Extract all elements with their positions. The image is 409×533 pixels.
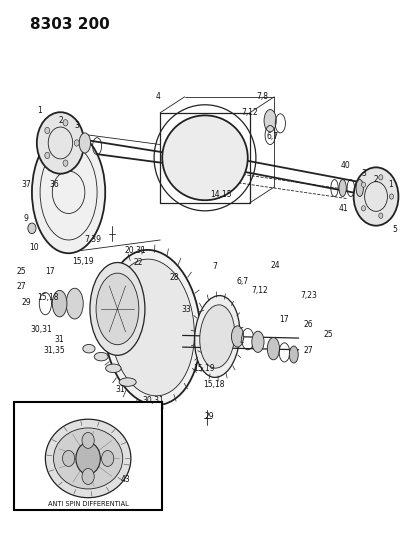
Text: 24: 24 [270,261,279,270]
Ellipse shape [231,326,243,347]
Text: 3: 3 [74,122,79,131]
Text: 15,18: 15,18 [203,379,225,389]
Text: 31,35: 31,35 [43,346,65,355]
Text: ANTI SPIN DIFFERENTIAL: ANTI SPIN DIFFERENTIAL [47,501,128,507]
Text: 7,8: 7,8 [255,92,267,101]
Circle shape [28,223,36,233]
Text: 22: 22 [133,258,142,266]
Text: 33: 33 [180,305,190,314]
Text: 2: 2 [373,174,378,183]
Ellipse shape [52,290,67,317]
Ellipse shape [355,180,362,197]
Text: 10: 10 [29,244,39,253]
Circle shape [45,127,49,134]
Ellipse shape [263,110,276,132]
Ellipse shape [267,337,279,360]
Text: 7: 7 [212,262,217,271]
Circle shape [378,175,382,180]
Ellipse shape [251,331,263,352]
Ellipse shape [94,352,108,361]
Text: 7,12: 7,12 [241,108,258,117]
Circle shape [101,450,114,466]
Text: 4: 4 [155,92,160,101]
Text: 14,15: 14,15 [210,190,231,199]
Text: 7,12: 7,12 [251,286,268,295]
Ellipse shape [66,288,83,319]
Circle shape [45,152,49,159]
Text: 29: 29 [204,411,213,421]
Text: 40: 40 [340,161,350,170]
Circle shape [63,160,68,166]
Text: 3: 3 [360,169,365,178]
Circle shape [361,182,365,187]
Text: 2: 2 [58,116,63,125]
Ellipse shape [96,273,139,345]
Text: 9: 9 [23,214,28,223]
Text: 30,31: 30,31 [30,325,52,334]
Circle shape [353,167,398,225]
Bar [13,402,162,511]
Text: 8303 200: 8303 200 [30,17,109,33]
Text: 41: 41 [338,204,347,213]
Text: 27: 27 [303,346,312,355]
Circle shape [63,119,68,126]
Ellipse shape [289,346,297,363]
Ellipse shape [32,131,105,253]
Ellipse shape [103,250,200,405]
Circle shape [62,450,74,466]
Text: 26: 26 [303,320,312,329]
Text: 15,19: 15,19 [72,257,93,265]
Text: 43: 43 [120,475,130,484]
Ellipse shape [194,296,239,377]
Text: 25: 25 [323,330,333,339]
Ellipse shape [110,259,194,396]
Text: 6,7: 6,7 [236,277,248,286]
Text: 7,39: 7,39 [84,236,101,245]
Text: 37: 37 [21,180,31,189]
Text: 15,18: 15,18 [37,293,59,302]
Ellipse shape [162,115,247,200]
Text: 31: 31 [55,335,64,344]
Text: 15,19: 15,19 [193,364,214,373]
Text: 25: 25 [16,268,26,276]
Circle shape [82,469,94,484]
Ellipse shape [79,133,90,153]
Circle shape [82,432,94,448]
Text: 1: 1 [387,180,392,189]
Text: 28: 28 [169,272,179,281]
Text: 5: 5 [391,225,396,234]
Text: 17: 17 [278,315,288,324]
Ellipse shape [338,180,346,197]
Text: 36: 36 [49,180,59,189]
Ellipse shape [83,344,95,353]
Ellipse shape [119,378,136,386]
Text: 27: 27 [16,282,26,291]
Text: 1: 1 [38,106,43,115]
Ellipse shape [90,263,144,356]
Text: 20,31: 20,31 [125,246,146,255]
Circle shape [389,194,393,199]
Text: 17: 17 [45,268,55,276]
Circle shape [361,206,365,211]
Text: 7,23: 7,23 [300,291,317,300]
Text: 31: 31 [115,385,125,394]
Ellipse shape [199,305,234,368]
Circle shape [74,140,79,146]
Text: 30,31: 30,31 [142,395,164,405]
Circle shape [37,112,84,174]
Ellipse shape [54,428,122,489]
Text: 29: 29 [21,298,31,307]
Ellipse shape [106,364,121,373]
Circle shape [76,442,100,474]
Text: 6,7: 6,7 [265,132,278,141]
Ellipse shape [45,419,130,498]
Circle shape [378,213,382,219]
